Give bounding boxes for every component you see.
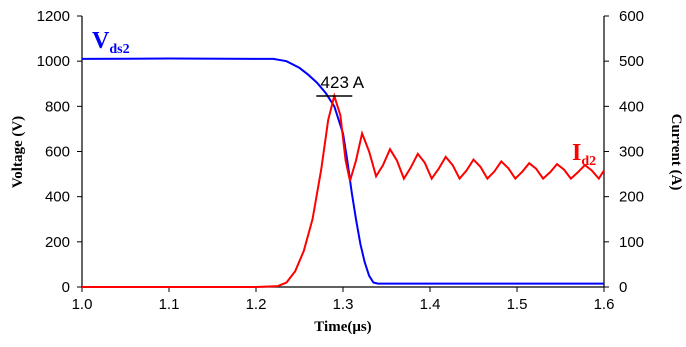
y-left-tick-label: 1000	[37, 53, 70, 70]
x-tick-label: 1.4	[420, 296, 441, 313]
y-left-tick-group: 0 200 400 600 800 1000 1200	[37, 8, 82, 296]
series-label-vds2-sub: ds2	[109, 42, 129, 57]
x-tick-label: 1.3	[333, 296, 354, 313]
y-right-tick-label: 0	[619, 279, 627, 296]
y-right-tick-label: 600	[619, 8, 644, 25]
y-right-tick-label: 300	[619, 144, 644, 161]
series-label-vds2: Vds2	[92, 28, 130, 57]
x-tick-label: 1.1	[159, 296, 180, 313]
x-axis-title: Time(μs)	[314, 319, 371, 335]
series-label-id2-sub: d2	[581, 154, 596, 169]
y-right-tick-label: 200	[619, 189, 644, 206]
y-left-tick-label: 600	[45, 144, 70, 161]
y-left-tick-label: 0	[62, 279, 70, 296]
y-right-tick-group: 0 100 200 300 400 500 600	[604, 8, 644, 296]
series-label-vds2-main: V	[92, 28, 110, 54]
peak-annotation-label: 423 A	[321, 73, 365, 92]
x-tick-label: 1.5	[507, 296, 528, 313]
y-axis-left-title: Voltage (V)	[10, 116, 26, 188]
y-left-tick-label: 400	[45, 189, 70, 206]
y-right-tick-label: 400	[619, 98, 644, 115]
y-right-tick-label: 500	[619, 53, 644, 70]
y-left-tick-label: 200	[45, 234, 70, 251]
x-tick-group: 1.0 1.1 1.2 1.3 1.4 1.5 1.6	[72, 287, 615, 313]
x-tick-label: 1.0	[72, 296, 93, 313]
y-left-tick-label: 800	[45, 98, 70, 115]
x-tick-label: 1.2	[246, 296, 267, 313]
series-label-id2-main: I	[572, 140, 581, 166]
series-line-vds2	[81, 57, 604, 285]
y-axis-right-title: Current (A)	[668, 114, 684, 191]
y-left-tick-label: 1200	[37, 8, 70, 25]
y-right-tick-label: 100	[619, 234, 644, 251]
series-label-id2: Id2	[572, 140, 596, 169]
x-tick-label: 1.6	[594, 296, 615, 313]
series-line-id2	[82, 92, 605, 288]
